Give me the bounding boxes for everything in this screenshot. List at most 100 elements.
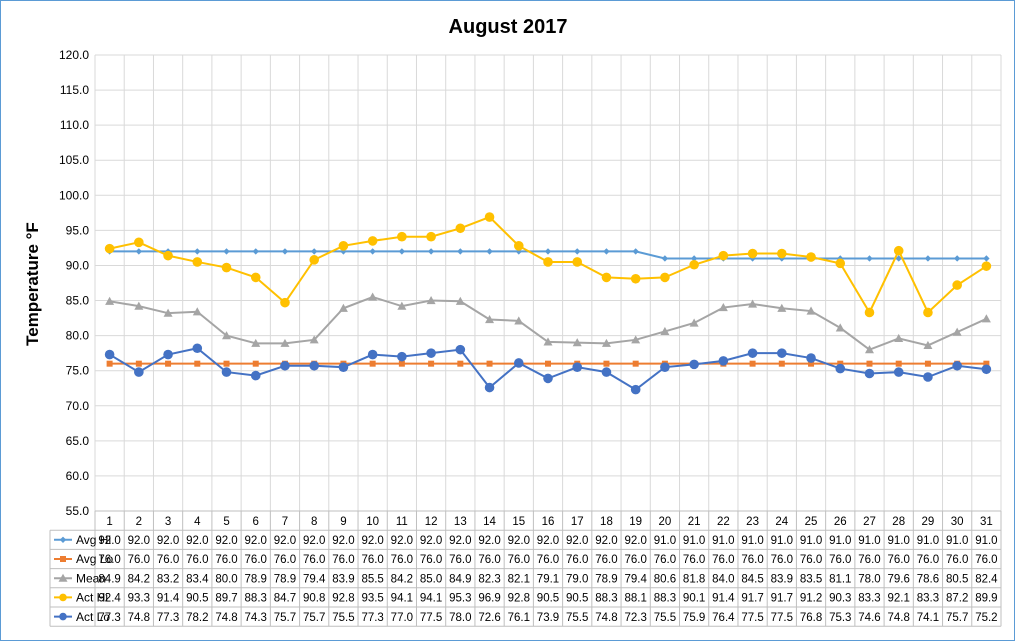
data-point-avg-lo xyxy=(837,360,844,367)
data-label: 94.1 xyxy=(391,593,413,605)
data-label: 76.0 xyxy=(917,554,939,566)
data-point-avg-hi xyxy=(252,248,259,255)
data-point-avg-lo xyxy=(924,360,931,367)
data-point-act-hi xyxy=(952,280,962,290)
data-label: 80.5 xyxy=(946,573,968,585)
y-tick-label: 70.0 xyxy=(66,399,90,413)
gridlines xyxy=(94,54,1002,512)
data-label: 91.0 xyxy=(741,535,763,547)
data-point-mean xyxy=(631,335,641,344)
data-label: 74.3 xyxy=(245,612,267,624)
data-label: 91.2 xyxy=(800,593,822,605)
data-label: 74.8 xyxy=(888,612,910,624)
data-label: 75.7 xyxy=(303,612,325,624)
data-label: 76.0 xyxy=(771,554,793,566)
data-point-mean xyxy=(397,301,407,310)
data-label: 92.8 xyxy=(332,593,354,605)
data-label: 84.9 xyxy=(449,573,471,585)
data-point-act-lo xyxy=(718,356,729,366)
data-point-act-hi xyxy=(309,255,319,265)
data-label: 78.0 xyxy=(449,612,471,624)
x-tick-label: 28 xyxy=(892,516,905,528)
chart-title: August 2017 xyxy=(449,16,568,38)
x-tick-label: 13 xyxy=(454,516,467,528)
data-label: 92.1 xyxy=(888,593,910,605)
data-label: 83.3 xyxy=(858,593,880,605)
data-point-act-lo xyxy=(484,382,495,393)
data-point-avg-hi xyxy=(281,248,289,255)
data-label: 90.1 xyxy=(683,593,705,605)
data-point-mean xyxy=(835,323,845,332)
data-label: 91.0 xyxy=(917,535,939,547)
legend-label: Act Lo xyxy=(76,610,110,624)
data-point-avg-lo xyxy=(866,360,873,367)
data-label: 87.2 xyxy=(946,593,968,605)
data-point-act-hi xyxy=(338,241,349,251)
data-label: 74.1 xyxy=(917,612,939,624)
data-label: 75.9 xyxy=(683,612,705,624)
data-label: 88.3 xyxy=(245,593,267,605)
x-tick-label: 20 xyxy=(659,516,672,528)
y-tick-label: 75.0 xyxy=(66,364,90,378)
data-point-avg-hi xyxy=(457,248,464,255)
data-point-avg-hi xyxy=(661,255,669,262)
data-label: 75.5 xyxy=(566,612,588,624)
data-point-avg-lo xyxy=(252,360,259,367)
data-label: 75.2 xyxy=(975,612,997,624)
data-label: 83.5 xyxy=(800,573,822,585)
data-point-mean xyxy=(601,338,611,347)
data-label: 92.0 xyxy=(624,535,646,547)
data-label: 90.5 xyxy=(186,593,208,605)
data-label: 96.9 xyxy=(478,593,500,605)
y-tick-label: 60.0 xyxy=(66,469,90,483)
data-point-act-hi xyxy=(455,223,466,234)
data-label: 76.0 xyxy=(391,554,413,566)
data-label: 79.0 xyxy=(566,573,588,585)
data-point-act-lo xyxy=(601,367,612,377)
data-label: 76.0 xyxy=(566,554,588,566)
data-point-avg-hi xyxy=(194,248,201,255)
legend-item-avg-lo: Avg Lo xyxy=(54,552,113,566)
legend-label: Avg Lo xyxy=(76,552,113,566)
data-point-avg-hi xyxy=(486,248,493,255)
data-label: 91.4 xyxy=(712,593,735,605)
x-tick-label: 2 xyxy=(136,516,142,528)
data-label: 77.3 xyxy=(98,612,120,624)
y-tick-label: 95.0 xyxy=(66,223,90,237)
data-label: 94.1 xyxy=(420,593,442,605)
data-point-avg-lo xyxy=(895,360,902,367)
data-point-avg-lo xyxy=(632,360,639,367)
data-label: 92.0 xyxy=(537,535,559,547)
data-label: 75.7 xyxy=(274,612,296,624)
data-point-act-hi xyxy=(484,212,495,222)
data-point-act-hi xyxy=(923,307,933,318)
data-point-mean xyxy=(163,308,173,317)
x-tick-label: 23 xyxy=(746,516,759,528)
data-label: 77.3 xyxy=(361,612,383,624)
data-label: 76.0 xyxy=(595,554,617,566)
data-label: 80.6 xyxy=(654,573,676,585)
data-point-avg-lo xyxy=(983,360,990,367)
data-point-act-lo xyxy=(134,367,144,377)
x-tick-label: 11 xyxy=(396,516,408,528)
data-point-mean xyxy=(543,337,553,346)
data-point-mean xyxy=(105,296,115,305)
legend-item-act-lo: Act Lo xyxy=(54,610,110,624)
data-point-avg-hi xyxy=(369,248,376,255)
data-label: 76.0 xyxy=(741,554,763,566)
data-point-act-lo xyxy=(777,348,787,358)
data-point-act-lo xyxy=(192,343,203,354)
data-label: 90.5 xyxy=(537,593,559,605)
data-point-act-hi xyxy=(397,231,407,242)
data-point-avg-hi xyxy=(749,255,756,262)
data-label: 74.6 xyxy=(858,612,880,624)
data-label: 83.4 xyxy=(186,573,209,585)
data-point-act-lo xyxy=(630,384,641,395)
series-act-lo xyxy=(104,343,992,395)
data-label: 81.8 xyxy=(683,573,705,585)
data-label: 76.4 xyxy=(712,612,735,624)
data-point-act-hi xyxy=(835,258,846,269)
data-point-mean xyxy=(134,301,144,310)
legend-label: Mean xyxy=(76,571,106,585)
data-label: 76.0 xyxy=(478,554,500,566)
